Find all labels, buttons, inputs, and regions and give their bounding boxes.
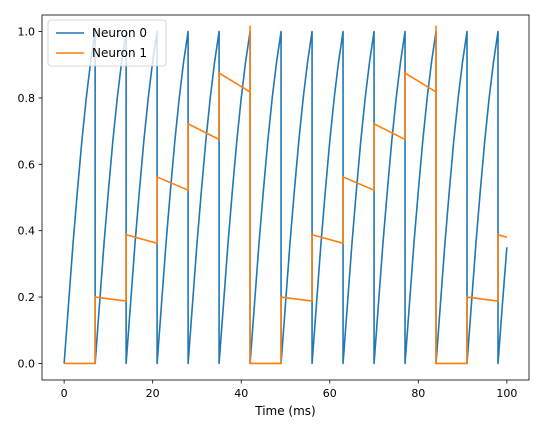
legend-entry: Neuron 0: [92, 26, 147, 40]
y-tick-label: 0.8: [18, 92, 36, 105]
x-tick-label: 0: [61, 387, 68, 400]
series-line-neuron-1: [64, 25, 508, 365]
y-tick-label: 1.0: [18, 26, 36, 39]
y-tick-label: 0.4: [18, 225, 36, 238]
x-axis-label: Time (ms): [254, 404, 316, 418]
y-tick-label: 0.6: [18, 158, 36, 171]
x-axis-ticks: 0 20 40 60 80 100: [61, 380, 517, 400]
x-tick-label: 40: [234, 387, 248, 400]
legend-entry: Neuron 1: [92, 46, 147, 60]
x-tick-label: 80: [411, 387, 425, 400]
axes-frame: [41, 14, 530, 381]
legend-box: [47, 19, 167, 67]
x-tick-label: 60: [323, 387, 337, 400]
legend: Neuron 0 Neuron 1: [47, 19, 167, 67]
x-tick-label: 100: [496, 387, 517, 400]
y-tick-label: 0.2: [18, 291, 36, 304]
x-tick-label: 20: [146, 387, 160, 400]
plot-area: [63, 25, 508, 365]
y-tick-label: 0.0: [18, 357, 36, 370]
y-axis-ticks: 0.0 0.2 0.4 0.6 0.8 1.0: [18, 26, 42, 370]
